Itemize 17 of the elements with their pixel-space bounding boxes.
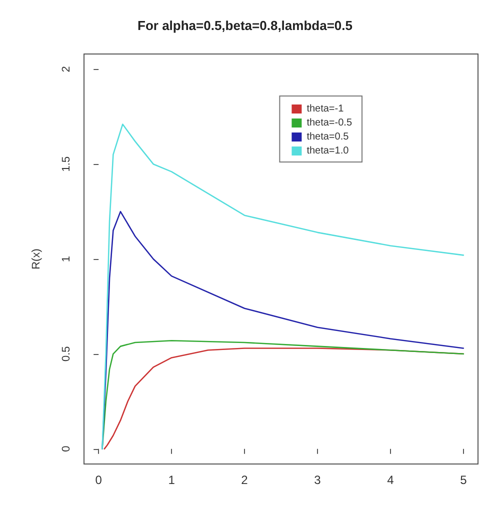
y-tick-label: 2 — [60, 66, 72, 72]
y-tick-label: 1 — [60, 256, 72, 262]
y-tick-label: 0 — [60, 446, 72, 452]
x-tick-label: 1 — [168, 473, 176, 487]
legend-label: theta=0.5 — [306, 132, 350, 142]
y-axis-title: R(x) — [30, 248, 42, 270]
x-tick-label: 5 — [460, 473, 468, 487]
x-tick-label: 0 — [95, 473, 102, 487]
x-tick-label: 3 — [314, 473, 322, 487]
legend-label: theta=1.0 — [306, 146, 350, 156]
y-tick-label: 1.5 — [60, 156, 72, 172]
legend-label: theta=-0.5 — [306, 118, 352, 128]
legend-label: theta=-1 — [306, 104, 344, 114]
y-tick-label: 0.5 — [60, 346, 72, 362]
x-tick-label: 2 — [241, 473, 248, 487]
x-tick-label: 4 — [387, 473, 394, 487]
chart-title: For alpha=0.5,beta=0.8,lambda=0.5 — [138, 18, 352, 33]
